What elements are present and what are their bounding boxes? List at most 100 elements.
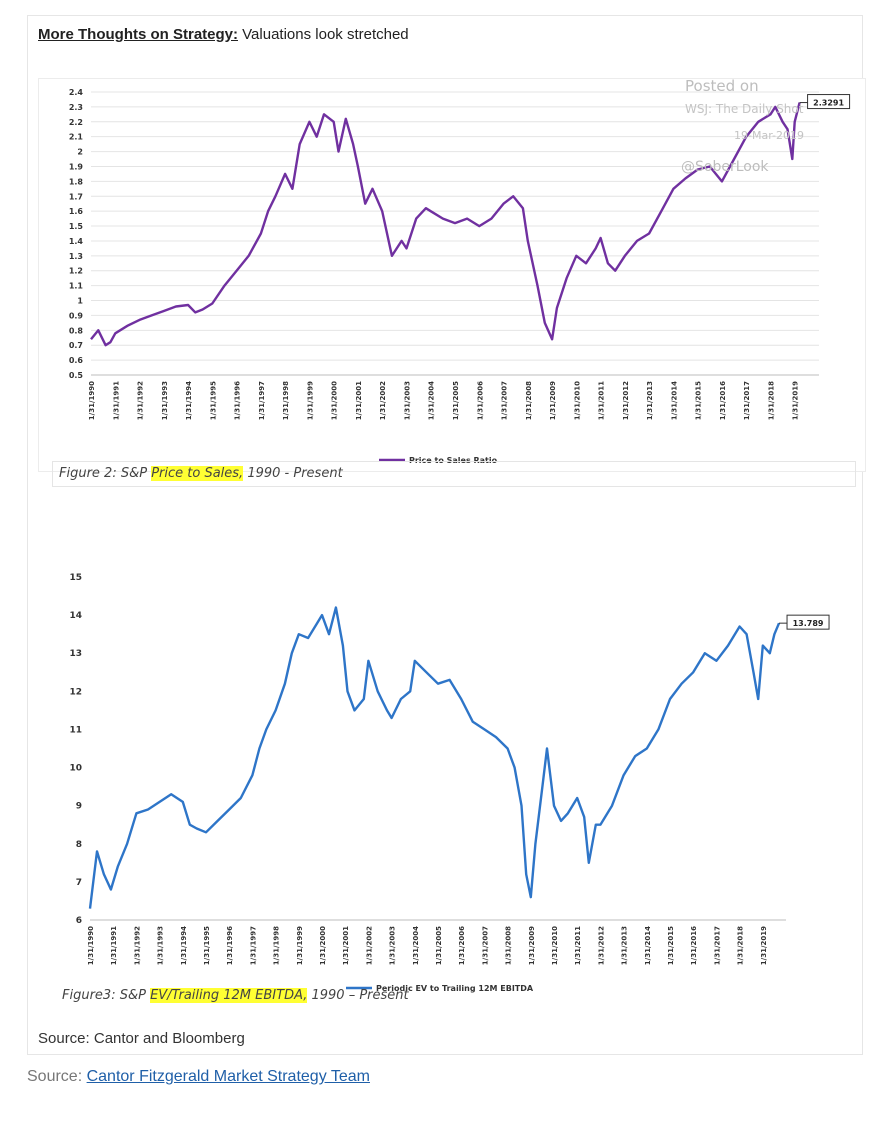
x-tick-label: 1/31/2015	[695, 381, 703, 420]
x-tick-label: 1/31/2008	[505, 926, 513, 965]
price-to-sales-chart: 0.5 0.6 0.7 0.8 0.9 1 1.1 1.2 1.3 1.4 1.5 1.6 1.7 1.8…	[38, 77, 866, 472]
x-tick-label: 1/31/2017	[743, 381, 751, 420]
x-tick-label: 1/31/2019	[760, 926, 768, 965]
x-tick-label: 1/31/2015	[667, 926, 675, 965]
y-tick-label: 1.8	[69, 177, 84, 186]
x-tick-label: 1/31/2002	[379, 381, 387, 420]
x-tick-label: 1/31/2006	[476, 381, 484, 420]
x-tick-label: 1/31/2010	[573, 381, 581, 420]
x-tick-label: 1/31/1991	[110, 926, 118, 965]
x-tick-label: 1/31/1999	[296, 926, 304, 965]
figure3-caption: Figure3: S&P EV/Trailing 12M EBITDA, 199…	[62, 986, 409, 1006]
x-tick-label: 1/31/1992	[137, 381, 145, 420]
x-tick-label: 1/31/2003	[389, 926, 397, 965]
x-tick-label: 1/31/2008	[525, 381, 533, 420]
x-tick-label: 1/31/2010	[551, 926, 559, 965]
y-tick-label: 9	[76, 802, 82, 812]
x-tick-label: 1/31/2001	[355, 381, 363, 420]
last-value-label: 2.3291	[813, 99, 844, 108]
legend-label: Price to Sales Ratio	[409, 456, 498, 465]
x-tick-label: 1/31/1993	[161, 381, 169, 420]
x-tick-label: 1/31/2011	[598, 381, 606, 420]
x-tick-label: 1/31/2013	[646, 381, 654, 420]
x-tick-label: 1/31/2006	[458, 926, 466, 965]
watermark-handle: @SoberLook	[681, 159, 769, 175]
title-rest: Valuations look stretched	[238, 26, 409, 43]
y-tick-label: 14	[69, 611, 82, 621]
x-tick-label: 1/31/2017	[713, 926, 721, 965]
figure3-caption-highlight: EV/Trailing 12M EBITDA,	[150, 988, 308, 1003]
x-tick-label: 1/31/2014	[644, 926, 652, 965]
x-tick-label: 1/31/2018	[737, 926, 745, 965]
y-tick-label: 11	[69, 725, 82, 735]
x-tick-label: 1/31/1994	[180, 926, 188, 965]
price-to-sales-svg: 0.5 0.6 0.7 0.8 0.9 1 1.1 1.2 1.3 1.4 1.5 1.6 1.7 1.8…	[69, 77, 851, 465]
y-tick-label: 1.9	[69, 162, 84, 171]
last-value-label: 13.789	[793, 619, 824, 628]
series-line	[90, 102, 801, 347]
figure2-caption: Figure 2: S&P Price to Sales, 1990 - Pre…	[52, 461, 856, 487]
x-tick-label: 1/31/2019	[792, 381, 800, 420]
x-tick-label: 1/31/2016	[690, 926, 698, 965]
x-tick-label: 1/31/2016	[719, 381, 727, 420]
x-tick-label: 1/31/1995	[203, 926, 211, 965]
y-tick-label: 1.5	[69, 222, 84, 231]
x-tick-label: 1/31/2007	[481, 926, 489, 965]
y-tick-label: 15	[69, 573, 82, 583]
x-tick-label: 1/31/1996	[226, 926, 234, 965]
y-tick-label: 1.3	[69, 252, 83, 261]
y-tick-label: 8	[76, 840, 82, 850]
x-tick-label: 1/31/1991	[112, 381, 120, 420]
y-tick-label: 1	[77, 297, 83, 306]
source-prefix: Source:	[27, 1068, 87, 1085]
x-tick-label: 1/31/2009	[528, 926, 536, 965]
y-tick-label: 10	[69, 764, 82, 774]
x-tick-label: 1/31/1998	[273, 926, 281, 965]
watermark-posted-on: Posted on	[685, 79, 759, 95]
x-tick-label: 1/31/2018	[767, 381, 775, 420]
source-link[interactable]: Cantor Fitzgerald Market Strategy Team	[86, 1068, 370, 1085]
page-title: More Thoughts on Strategy: Valuations lo…	[38, 26, 409, 43]
x-tick-label: 1/31/2013	[621, 926, 629, 965]
x-tick-label: 1/31/1998	[282, 381, 290, 420]
y-tick-label: 0.6	[69, 356, 84, 365]
x-tick-label: 1/31/2012	[597, 926, 605, 965]
title-bold: More Thoughts on Strategy:	[38, 26, 238, 43]
x-tick-label: 1/31/2004	[412, 926, 420, 965]
y-tick-label: 1.2	[69, 267, 83, 276]
y-tick-label: 0.7	[69, 341, 83, 350]
x-tick-label: 1/31/2007	[501, 381, 509, 420]
x-tick-label: 1/31/2009	[549, 381, 557, 420]
y-tick-label: 2.1	[69, 133, 84, 142]
y-tick-label: 6	[76, 916, 82, 926]
y-tick-label: 1.7	[69, 192, 83, 201]
y-tick-label: 1.1	[69, 282, 84, 291]
ev-ebitda-svg: 6 7 8 9 10 11 12 13 14 15 1/31/1990 1/31/1991 1/31/1…	[69, 573, 830, 993]
x-tick-label: 1/31/2000	[319, 926, 327, 965]
x-tick-label: 1/31/1992	[133, 926, 141, 965]
x-tick-label: 1/31/2004	[428, 381, 436, 420]
x-tick-label: 1/31/2003	[403, 381, 411, 420]
watermark-date: 19-Mar-2019	[734, 129, 804, 142]
last-value-box	[786, 614, 830, 630]
legend-label: Periodic EV to Trailing 12M EBITDA	[376, 984, 534, 993]
y-tick-label: 1.6	[69, 207, 84, 216]
y-tick-label: 2.4	[69, 88, 84, 97]
x-tick-label: 1/31/1999	[306, 381, 314, 420]
y-tick-label: 0.8	[69, 326, 84, 335]
figure2-caption-post: 1990 - Present	[243, 466, 343, 481]
source-cantor: Source: Cantor and Bloomberg	[38, 1030, 245, 1047]
x-tick-label: 1/31/2005	[435, 926, 443, 965]
y-tick-label: 0.5	[69, 371, 84, 380]
x-tick-label: 1/31/1995	[209, 381, 217, 420]
y-tick-label: 2.3	[69, 103, 83, 112]
figure3-caption-post: 1990 – Present	[307, 988, 409, 1003]
x-tick-label: 1/31/2014	[670, 381, 678, 420]
y-tick-label: 0.9	[69, 311, 84, 320]
article-frame: More Thoughts on Strategy: Valuations lo…	[27, 15, 866, 1055]
ev-ebitda-chart: 6 7 8 9 10 11 12 13 14 15 1/31/1990 1/31/1991 1/31/1…	[42, 551, 846, 998]
figure2-caption-highlight: Price to Sales,	[151, 466, 244, 481]
figure3-caption-pre: Figure3: S&P	[62, 988, 151, 1003]
figure2-caption-pre: Figure 2: S&P	[59, 466, 152, 481]
x-tick-label: 1/31/1997	[258, 381, 266, 420]
